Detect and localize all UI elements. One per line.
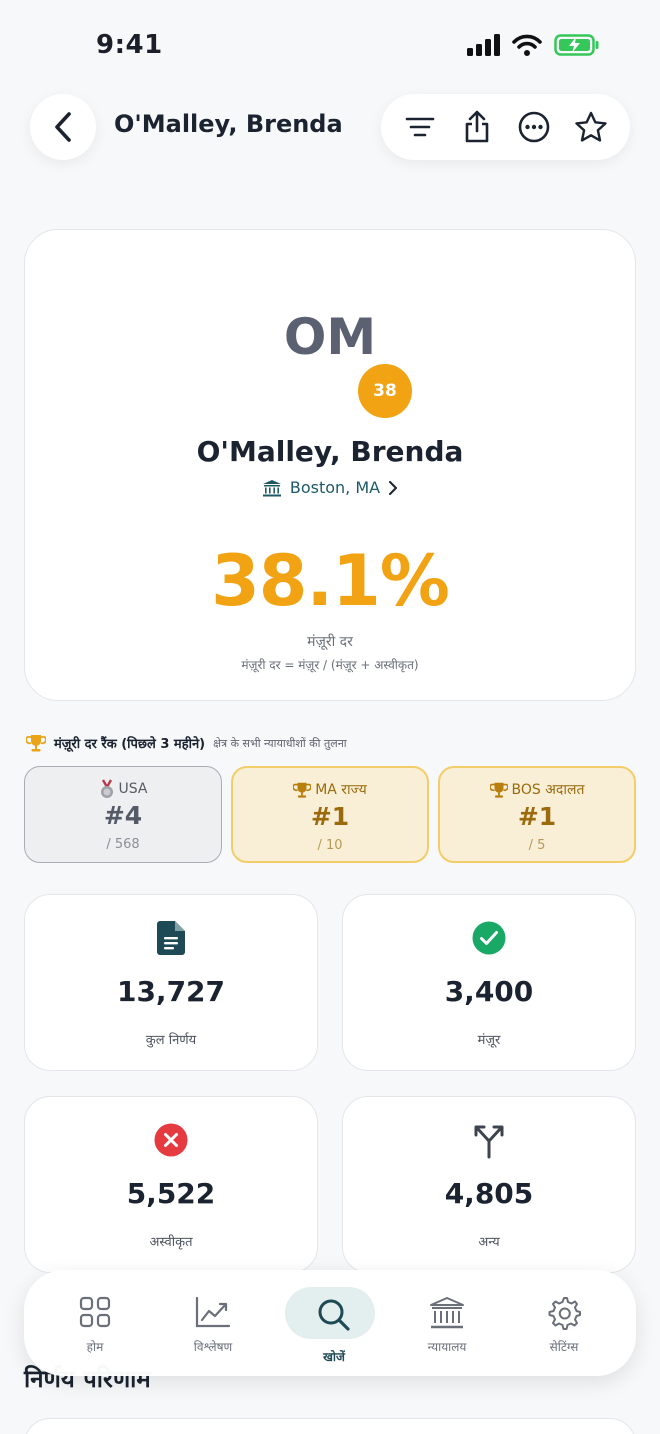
stat-label: अस्वीकृत bbox=[149, 1235, 193, 1250]
outcome-card bbox=[24, 1418, 636, 1434]
location-link[interactable]: Boston, MA bbox=[25, 478, 635, 497]
stat-icon-wrap bbox=[343, 921, 635, 955]
rank-card-court[interactable]: BOS अदालत #1 / 5 bbox=[438, 766, 636, 863]
share-button[interactable] bbox=[457, 107, 497, 147]
status-icons bbox=[466, 34, 600, 56]
header-title: O'Malley, Brenda bbox=[114, 110, 343, 138]
chevron-left-icon bbox=[55, 112, 71, 142]
tab-label: होम bbox=[86, 1340, 104, 1354]
tab-label: न्यायालय bbox=[427, 1340, 467, 1354]
rank-card-usa[interactable]: USA #4 / 568 bbox=[24, 766, 222, 863]
stat-value: 4,805 bbox=[444, 1177, 534, 1210]
stat-label: अन्य bbox=[478, 1235, 500, 1250]
approval-rate-value: 38.1% bbox=[211, 540, 450, 622]
location-text: Boston, MA bbox=[289, 478, 381, 497]
favorite-button[interactable] bbox=[571, 107, 611, 147]
stat-card-rejected[interactable]: 5,522 अस्वीकृत bbox=[24, 1096, 318, 1273]
approval-rate-formula: मंज़ूरी दर = मंज़ूर / (मंज़ूर + अस्वीकृत… bbox=[241, 658, 419, 672]
more-icon bbox=[518, 111, 550, 143]
stat-icon-wrap bbox=[343, 1123, 635, 1159]
rank-title: मंज़ूरी दर रैंक (पिछले 3 महीने) bbox=[54, 737, 206, 752]
wifi-icon bbox=[512, 34, 542, 56]
stat-icon-wrap bbox=[25, 921, 317, 955]
grid-icon bbox=[79, 1296, 111, 1328]
tab-home[interactable]: होम bbox=[40, 1270, 150, 1376]
header-actions bbox=[381, 94, 630, 160]
stat-icon-wrap bbox=[25, 1123, 317, 1157]
status-time: 9:41 bbox=[96, 30, 163, 60]
courthouse-icon bbox=[430, 1297, 464, 1329]
chevron-right-icon bbox=[389, 480, 398, 495]
stat-card-other[interactable]: 4,805 अन्य bbox=[342, 1096, 636, 1273]
tab-icon-wrap bbox=[158, 1296, 268, 1328]
approval-rate-label: मंज़ूरी दर bbox=[307, 634, 353, 650]
stat-label: मंज़ूर bbox=[477, 1033, 501, 1048]
document-icon bbox=[157, 921, 185, 955]
profile-name: O'Malley, Brenda bbox=[196, 435, 464, 468]
courthouse-icon bbox=[262, 479, 281, 496]
score-badge: 38 bbox=[358, 364, 412, 418]
stat-value: 5,522 bbox=[126, 1177, 216, 1210]
rank-total: / 568 bbox=[106, 837, 140, 852]
rank-total: / 10 bbox=[317, 838, 343, 853]
tab-label: सेटिंग्स bbox=[549, 1340, 579, 1354]
rank-card-label: MA राज्य bbox=[233, 780, 427, 799]
rank-value: #4 bbox=[103, 801, 143, 830]
stat-card-approved[interactable]: 3,400 मंज़ूर bbox=[342, 894, 636, 1071]
tab-bar: होम विश्लेषण खोजें bbox=[24, 1270, 636, 1376]
stat-card-total[interactable]: 13,727 कुल निर्णय bbox=[24, 894, 318, 1071]
tab-active-highlight bbox=[285, 1287, 375, 1339]
rank-total: / 5 bbox=[528, 838, 546, 853]
battery-icon bbox=[554, 34, 599, 56]
medal-icon bbox=[100, 779, 113, 798]
tab-search[interactable]: खोजें bbox=[279, 1270, 389, 1376]
status-bar: 9:41 bbox=[0, 0, 660, 90]
gear-icon bbox=[548, 1297, 581, 1330]
rank-card-label: BOS अदालत bbox=[440, 780, 634, 799]
rank-value: #1 bbox=[517, 802, 557, 831]
trophy-icon bbox=[293, 782, 312, 798]
tab-courts[interactable]: न्यायालय bbox=[392, 1270, 502, 1376]
trophy-icon bbox=[489, 782, 508, 798]
stat-value: 3,400 bbox=[444, 975, 534, 1008]
rank-card-state[interactable]: MA राज्य #1 / 10 bbox=[231, 766, 429, 863]
profile-card: OM 38 O'Malley, Brenda Boston, MA 38.1% … bbox=[24, 229, 636, 701]
star-icon bbox=[575, 111, 608, 142]
tab-icon-wrap bbox=[279, 1298, 389, 1332]
rank-subtitle: क्षेत्र के सभी न्यायाधीशों की तुलना bbox=[213, 736, 347, 750]
rank-card-label-text: USA bbox=[118, 781, 148, 797]
check-circle-icon bbox=[472, 921, 506, 955]
rank-heading: मंज़ूरी दर रैंक (पिछले 3 महीने) क्षेत्र … bbox=[26, 733, 347, 753]
tab-settings[interactable]: सेटिंग्स bbox=[509, 1270, 619, 1376]
rank-card-label-text: BOS अदालत bbox=[511, 782, 585, 798]
tab-analytics[interactable]: विश्लेषण bbox=[158, 1270, 268, 1376]
tab-icon-wrap bbox=[40, 1296, 150, 1328]
split-arrow-icon bbox=[474, 1125, 504, 1159]
rank-value: #1 bbox=[310, 802, 350, 831]
tab-icon-wrap bbox=[509, 1296, 619, 1330]
tab-icon-wrap bbox=[392, 1296, 502, 1330]
avatar-initials: OM bbox=[283, 308, 377, 366]
search-icon bbox=[318, 1299, 350, 1331]
more-button[interactable] bbox=[514, 107, 554, 147]
rank-card-label-text: MA राज्य bbox=[315, 782, 367, 798]
chart-icon bbox=[195, 1296, 231, 1328]
tab-label: खोजें bbox=[323, 1350, 345, 1364]
rank-card-label: USA bbox=[25, 779, 221, 799]
back-button[interactable] bbox=[30, 94, 96, 160]
filter-button[interactable] bbox=[400, 107, 440, 147]
signal-icon bbox=[467, 34, 500, 56]
filter-icon bbox=[405, 117, 434, 137]
tab-label: विश्लेषण bbox=[193, 1340, 233, 1354]
stat-label: कुल निर्णय bbox=[145, 1033, 197, 1048]
stat-value: 13,727 bbox=[116, 975, 226, 1008]
share-icon bbox=[465, 110, 489, 143]
x-circle-icon bbox=[154, 1123, 188, 1157]
trophy-icon bbox=[26, 735, 46, 752]
